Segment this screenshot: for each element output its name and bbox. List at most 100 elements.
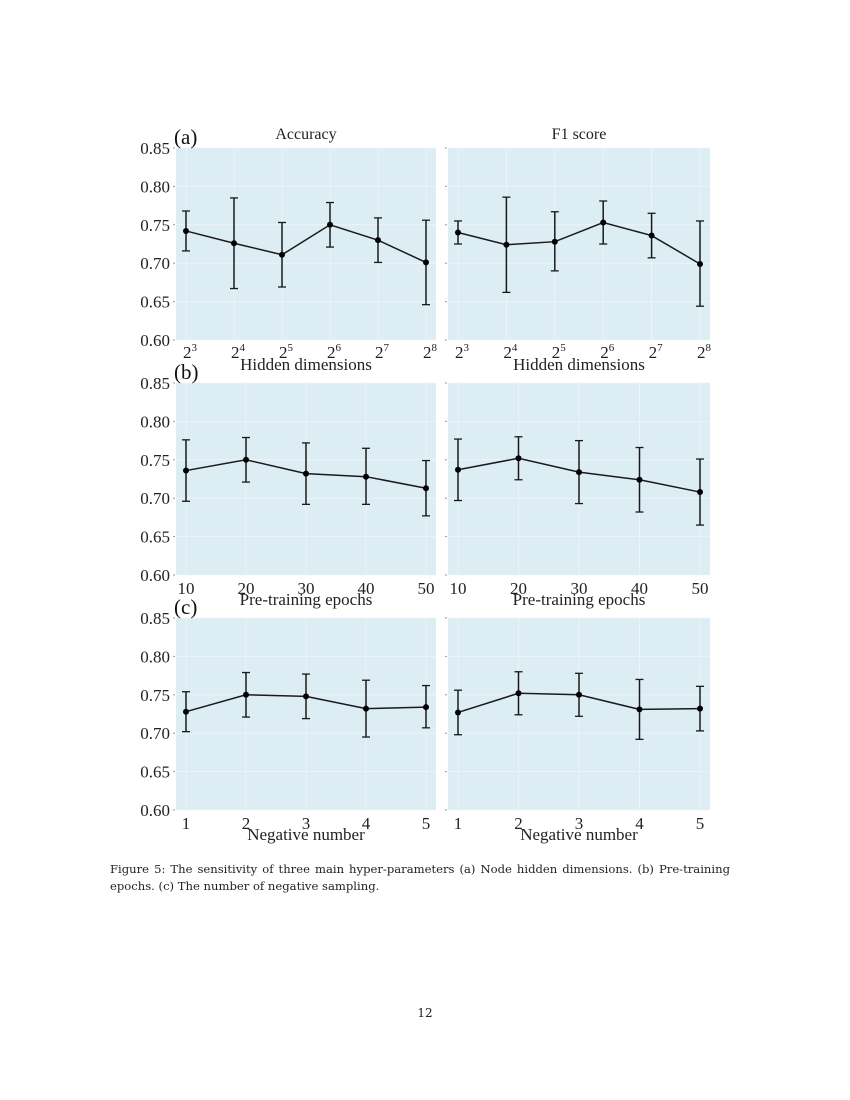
x-tick-base: 2	[231, 343, 240, 362]
x-tick-label: 40	[358, 579, 375, 598]
y-tick-label: 0.70	[140, 254, 170, 273]
x-axis-label: Negative number	[247, 825, 365, 844]
x-tick-label: 50	[418, 579, 435, 598]
x-tick-label: 25	[279, 342, 294, 362]
y-tick-label: 0.60	[140, 801, 170, 820]
y-tick-label: 0.60	[140, 566, 170, 585]
y-tick-label: 0.60	[140, 331, 170, 350]
x-tick-label: 28	[423, 342, 438, 362]
data-point	[515, 690, 522, 697]
x-tick-label: 4	[635, 814, 644, 833]
x-tick-label: 3	[302, 814, 311, 833]
x-tick-exponent: 3	[464, 342, 470, 354]
x-tick-base: 2	[375, 343, 384, 362]
data-point	[697, 489, 703, 496]
x-tick-exponent: 8	[706, 342, 712, 354]
x-tick-label: 20	[238, 579, 255, 598]
x-tick-label: 23	[455, 342, 470, 362]
x-tick-exponent: 4	[240, 342, 246, 354]
x-tick-label: 23	[183, 342, 198, 362]
x-tick-label: 26	[327, 342, 342, 362]
x-tick-label: 28	[697, 342, 712, 362]
x-tick-label: 10	[178, 579, 195, 598]
data-point	[636, 476, 643, 483]
x-tick-label: 25	[552, 342, 567, 362]
chart-title: F1 score	[552, 126, 607, 143]
x-tick-exponent: 7	[384, 342, 390, 354]
y-tick-label: 0.80	[140, 412, 170, 431]
chart-panel-c-left: 0.60 0.65 0.70 0.75 0.80 0.85 1 2 3 4 5 Negative nu…	[140, 595, 436, 844]
x-tick-label: 20	[510, 579, 527, 598]
data-point	[576, 691, 582, 698]
chart-panel-c-right: 1 2 3 4 5 Negative number	[445, 617, 710, 844]
data-point	[183, 708, 189, 715]
y-tick-label: 0.70	[140, 724, 170, 743]
x-tick-exponent: 3	[192, 342, 198, 354]
x-tick-label: 3	[575, 814, 584, 833]
data-point	[636, 706, 643, 713]
x-tick-base: 2	[279, 343, 288, 362]
series-line	[185, 223, 427, 264]
data-point	[423, 259, 429, 266]
page-number: 12	[417, 1006, 433, 1020]
series-line	[457, 221, 701, 265]
data-point	[576, 469, 582, 476]
x-tick-base: 2	[552, 343, 561, 362]
data-point	[231, 240, 237, 247]
x-tick-base: 2	[600, 343, 609, 362]
data-point	[455, 466, 461, 473]
x-tick-label: 30	[298, 579, 315, 598]
x-tick-label: 30	[571, 579, 588, 598]
data-point	[697, 705, 703, 712]
x-tick-base: 2	[503, 343, 512, 362]
data-point	[551, 238, 558, 245]
plot-background	[176, 148, 436, 340]
data-point	[363, 705, 369, 712]
chart-panel-b-left: 0.60 0.65 0.70 0.75 0.80 0.85 10 20 30 40 50 Pre-tr…	[140, 360, 436, 609]
x-tick-exponent: 5	[288, 342, 294, 354]
x-tick-label: 10	[450, 579, 467, 598]
y-tick-label: 0.85	[140, 139, 170, 158]
data-point	[503, 241, 510, 248]
panel-label: (b)	[174, 360, 199, 384]
data-point	[303, 693, 309, 700]
y-tick-label: 0.80	[140, 647, 170, 666]
x-tick-exponent: 6	[609, 342, 615, 354]
y-tick-label: 0.85	[140, 609, 170, 628]
x-tick-exponent: 8	[432, 342, 438, 354]
data-point	[303, 470, 309, 477]
data-point	[515, 455, 522, 462]
x-tick-label: 2	[514, 814, 523, 833]
y-tick-label: 0.65	[140, 528, 170, 547]
y-tick-label: 0.85	[140, 374, 170, 393]
data-point	[697, 260, 703, 267]
x-tick-label: 1	[454, 814, 463, 833]
x-tick-base: 2	[697, 343, 706, 362]
x-tick-exponent: 7	[657, 342, 663, 354]
x-tick-exponent: 5	[560, 342, 566, 354]
panel-label: (a)	[174, 125, 197, 149]
y-tick-label: 0.75	[140, 451, 170, 470]
figure-caption: Figure 5: The sensitivity of three main …	[110, 862, 730, 893]
x-axis-label: Hidden dimensions	[513, 355, 645, 374]
x-tick-label: 26	[600, 342, 615, 362]
x-axis-label: Pre-training epochs	[240, 590, 373, 609]
x-tick-base: 2	[183, 343, 192, 362]
x-tick-label: 27	[649, 342, 664, 362]
data-point	[327, 221, 333, 228]
chart-title: Accuracy	[275, 126, 336, 143]
x-tick-label: 24	[231, 342, 246, 362]
data-point	[183, 227, 189, 234]
x-tick-base: 2	[423, 343, 432, 362]
data-point	[243, 456, 249, 463]
data-point	[600, 219, 607, 226]
data-point	[243, 691, 249, 698]
y-tick-label: 0.80	[140, 177, 170, 196]
data-point	[455, 709, 461, 716]
data-point	[363, 473, 369, 480]
y-tick-label: 0.75	[140, 216, 170, 235]
data-point	[279, 251, 285, 258]
x-tick-label: 5	[422, 814, 431, 833]
